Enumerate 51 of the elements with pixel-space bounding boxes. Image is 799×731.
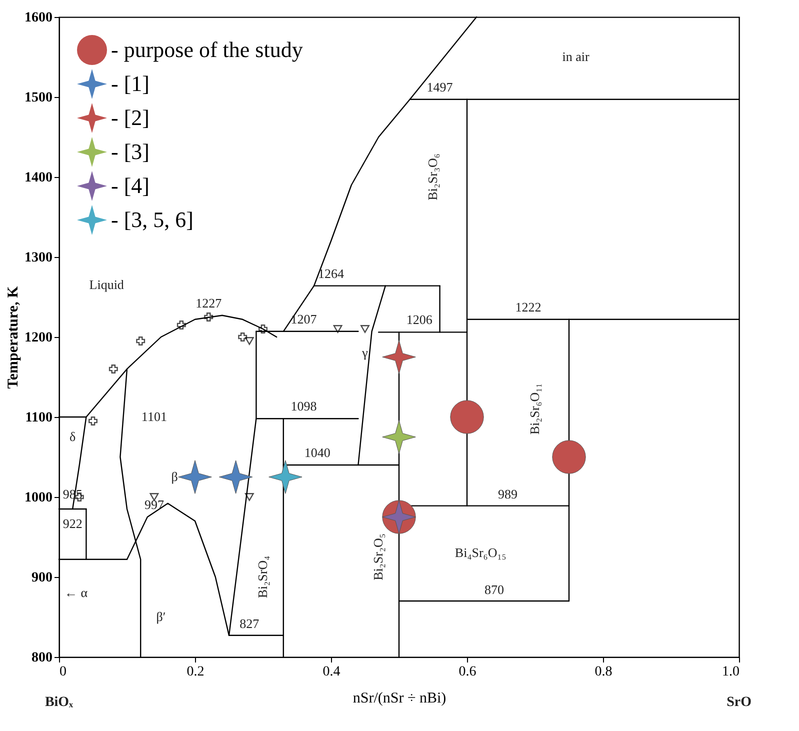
annotation: 1207 bbox=[290, 311, 318, 326]
y-tick-label: 900 bbox=[32, 570, 52, 586]
annotation: 1206 bbox=[406, 312, 433, 328]
annotation: Bi₂Sr₆O₁₁ bbox=[527, 383, 542, 435]
annotation: 1227 bbox=[196, 295, 222, 310]
legend-label: - [4] bbox=[111, 173, 150, 198]
annotation: Bi₄Sr₆O₁₅ bbox=[454, 545, 506, 560]
y-tick-label: 1500 bbox=[24, 90, 52, 106]
y-tick-label: 1200 bbox=[24, 330, 52, 346]
annotation: β′ bbox=[156, 609, 166, 624]
legend-label: - purpose of the study bbox=[111, 37, 303, 62]
annotation: γ bbox=[361, 345, 368, 360]
y-tick-label: 800 bbox=[32, 650, 52, 666]
x-axis-title: nSr/(nSr ÷ nBi) bbox=[352, 690, 446, 706]
annotation: 870 bbox=[484, 582, 504, 597]
annotation: 1497 bbox=[426, 79, 454, 94]
annotation: Bi₂Sr₂O₅ bbox=[370, 534, 386, 580]
text: SrO bbox=[726, 695, 752, 710]
legend-label: - [2] bbox=[111, 105, 150, 130]
legend-label: - [3, 5, 6] bbox=[111, 207, 194, 232]
x-tick-label: 1.0 bbox=[722, 664, 740, 680]
annotation: ← α bbox=[64, 585, 88, 600]
legend-label: - [3] bbox=[111, 139, 150, 164]
y-tick-label: 1600 bbox=[24, 10, 52, 26]
legend-label: - [1] bbox=[111, 71, 150, 96]
annotation: 997 bbox=[144, 497, 164, 512]
annotation: Liquid bbox=[89, 277, 124, 292]
y-tick-label: 1000 bbox=[24, 490, 52, 506]
x-tick-label: 0 bbox=[60, 664, 66, 680]
y-tick-label: 1100 bbox=[25, 410, 52, 426]
annotation: Bi₂Sr₃O₆ bbox=[425, 154, 440, 200]
y-tick-label: 1400 bbox=[24, 170, 52, 186]
annotation: 1098 bbox=[290, 398, 317, 414]
annotation: in air bbox=[562, 49, 590, 64]
text: BiOₓ bbox=[44, 695, 74, 710]
annotation: 922 bbox=[62, 516, 82, 532]
y-tick-label: 1300 bbox=[24, 250, 52, 266]
annotation: 989 bbox=[498, 486, 518, 502]
annotation: 1101 bbox=[141, 409, 167, 424]
x-tick-label: 0.6 bbox=[458, 664, 476, 680]
annotation: 1264 bbox=[318, 266, 344, 281]
annotation: Bi₂SrO₄ bbox=[255, 555, 270, 598]
annotation: 1040 bbox=[304, 445, 330, 460]
x-tick-label: 0.8 bbox=[594, 664, 612, 680]
x-tick-label: 0.4 bbox=[322, 664, 340, 680]
y-axis-title: Temperature, K bbox=[6, 286, 22, 389]
x-tick-label: 0.2 bbox=[186, 664, 204, 680]
annotation: 1222 bbox=[515, 299, 542, 314]
annotation: δ bbox=[70, 429, 76, 444]
annotation: 827 bbox=[240, 616, 260, 632]
annotation: β bbox=[171, 469, 178, 484]
